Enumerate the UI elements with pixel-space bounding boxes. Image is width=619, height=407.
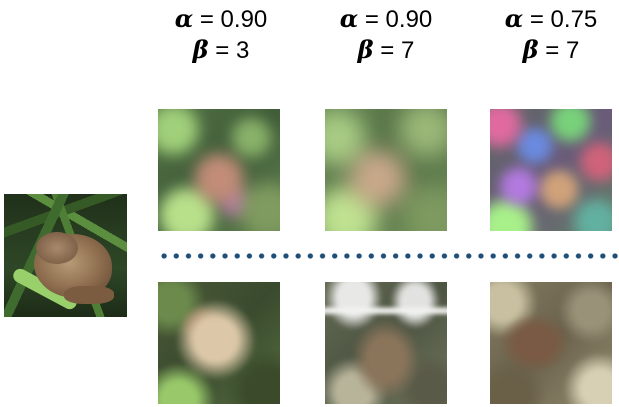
noisy-image-alpha-0.90-beta-7 [325, 109, 447, 231]
noisy-image-alpha-0.75-beta-7 [490, 109, 612, 231]
dotted-separator [158, 253, 618, 259]
beta-value: = 7 [373, 37, 415, 64]
alpha-symbol: α [174, 4, 194, 33]
reconstructed-image-alpha-0.75-beta-7 [490, 282, 612, 404]
column-label-2: α = 0.90 β = 7 [316, 4, 456, 66]
beta-value: = 7 [538, 37, 580, 64]
column-label-1: α = 0.90 β = 3 [151, 4, 291, 66]
beta-symbol: β [192, 35, 209, 64]
alpha-symbol: α [504, 4, 524, 33]
alpha-value: = 0.90 [358, 6, 433, 33]
column-label-3: α = 0.75 β = 7 [481, 4, 619, 66]
noisy-image-alpha-0.90-beta-3 [158, 109, 280, 231]
alpha-value: = 0.75 [523, 6, 598, 33]
reconstructed-image-alpha-0.90-beta-3 [158, 282, 280, 404]
beta-symbol: β [357, 35, 374, 64]
alpha-value: = 0.90 [193, 6, 268, 33]
frog-original-image [4, 194, 127, 317]
alpha-symbol: α [339, 4, 359, 33]
beta-symbol: β [522, 35, 539, 64]
beta-value: = 3 [208, 37, 250, 64]
reconstructed-image-alpha-0.90-beta-7 [325, 282, 447, 404]
